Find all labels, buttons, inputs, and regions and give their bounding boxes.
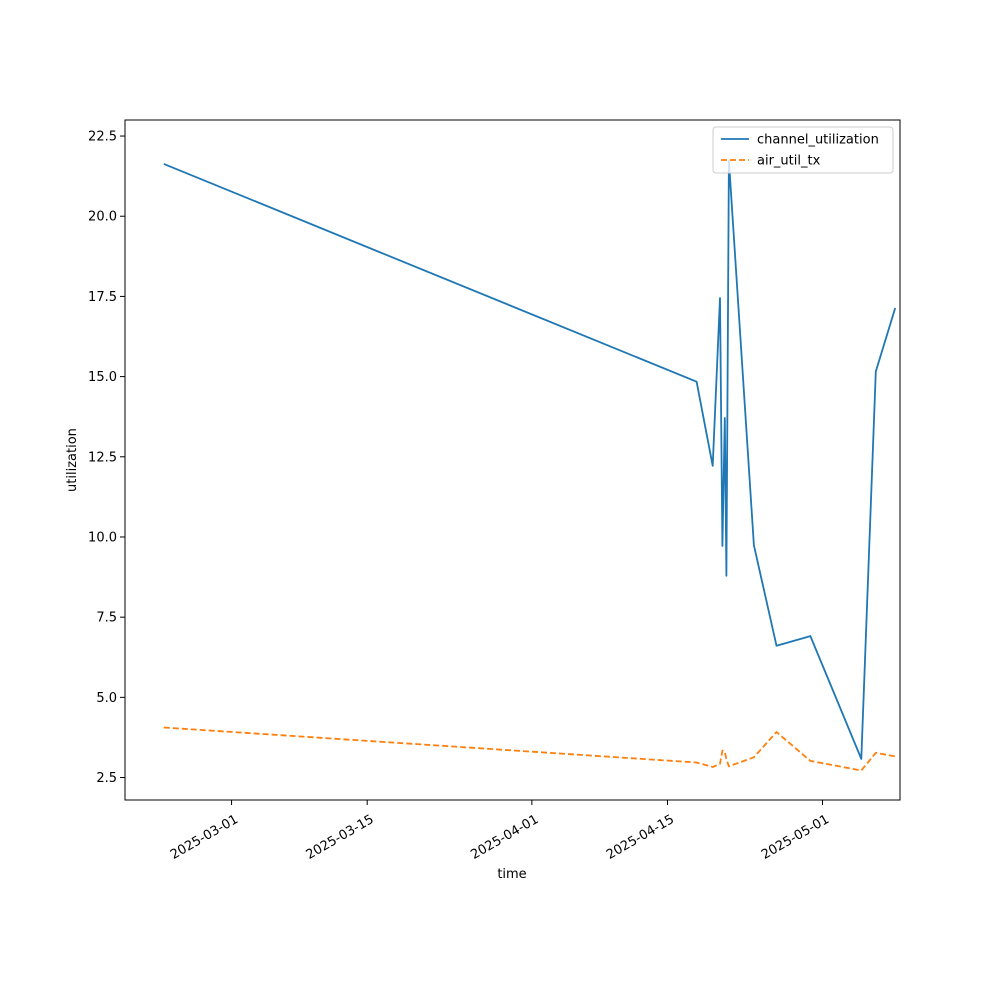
y-tick-label: 10.0 xyxy=(88,530,117,545)
y-tick-label: 15.0 xyxy=(88,370,117,385)
plot-frame xyxy=(124,119,901,801)
y-axis-label: utilization xyxy=(65,428,80,492)
y-axis: 2.5 5.0 7.5 10.0 12.5 15.0 17.5 20.0 22.5 xyxy=(88,130,125,786)
x-tick-label: 2025-04-15 xyxy=(604,812,677,863)
y-tick-label: 20.0 xyxy=(88,210,117,225)
series-layer xyxy=(163,159,897,772)
y-tick-label: 5.0 xyxy=(96,691,117,706)
y-tick-label: 12.5 xyxy=(88,450,117,465)
x-tick-label: 2025-05-01 xyxy=(759,812,832,863)
legend-box xyxy=(712,126,894,174)
x-tick-label: 2025-03-15 xyxy=(304,812,377,863)
series-line-channel-utilization xyxy=(163,159,897,760)
legend: channel_utilization air_util_tx xyxy=(712,126,894,174)
y-tick-label: 2.5 xyxy=(96,771,117,786)
x-tick-label: 2025-04-01 xyxy=(468,812,541,863)
y-tick-label: 17.5 xyxy=(88,290,117,305)
x-tick-label: 2025-03-01 xyxy=(168,812,241,863)
y-tick-label: 7.5 xyxy=(96,611,117,626)
x-axis: 2025-03-01 2025-03-15 2025-04-01 2025-04-15… xyxy=(168,800,832,863)
series-line-air-util-tx xyxy=(163,726,896,772)
legend-label-channel-utilization: channel_utilization xyxy=(757,133,879,148)
y-tick-label: 22.5 xyxy=(88,130,117,145)
x-axis-label: time xyxy=(497,867,526,882)
legend-label-air-util-tx: air_util_tx xyxy=(757,154,821,169)
